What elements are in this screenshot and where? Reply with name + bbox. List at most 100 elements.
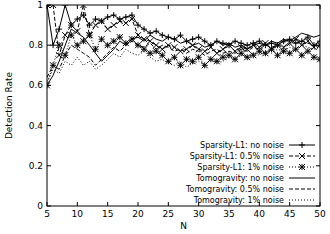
data-point — [299, 52, 305, 58]
data-point — [317, 56, 320, 62]
data-point — [99, 18, 105, 24]
x-tick — [138, 5, 139, 9]
data-point — [141, 26, 147, 32]
legend-label: Sparsity-L1: 1% noise — [197, 163, 284, 172]
data-point — [202, 38, 208, 44]
series-line — [47, 45, 320, 81]
y-axis-label: Detection Rate — [4, 71, 14, 139]
data-point — [190, 36, 196, 42]
y-tick — [316, 85, 320, 86]
data-point — [311, 54, 317, 60]
x-tick — [168, 202, 169, 206]
y-tick — [316, 165, 320, 166]
x-tick — [198, 5, 199, 9]
data-point — [305, 48, 311, 54]
x-tick-label: 25 — [163, 209, 174, 219]
x-tick-label: 5 — [44, 209, 50, 219]
x-tick — [77, 202, 78, 206]
legend-marker — [299, 153, 305, 159]
x-tick-label: 50 — [314, 209, 326, 219]
data-point — [111, 12, 117, 18]
data-point — [105, 14, 111, 20]
data-point — [105, 26, 111, 32]
data-point — [56, 26, 62, 32]
x-tick-label: 30 — [193, 209, 205, 219]
y-tick — [316, 125, 320, 126]
y-tick-label: 0.2 — [29, 161, 43, 171]
legend-marker — [299, 142, 305, 148]
y-tick-label: 0.4 — [29, 121, 44, 131]
legend-swatch — [289, 178, 315, 179]
y-tick-label: 1 — [37, 0, 43, 10]
x-tick-label: 40 — [254, 209, 266, 219]
x-tick-label: 45 — [284, 209, 295, 219]
data-point — [117, 34, 123, 40]
y-tick — [47, 125, 51, 126]
data-point — [232, 56, 238, 62]
x-tick — [259, 5, 260, 9]
data-point — [244, 54, 250, 60]
legend-swatch — [289, 189, 315, 190]
x-tick — [77, 5, 78, 9]
data-point — [281, 48, 287, 54]
data-point — [299, 42, 305, 48]
data-point — [177, 62, 183, 68]
data-point — [250, 52, 256, 58]
plot-area — [47, 5, 320, 88]
series-line — [47, 39, 320, 77]
chart: 00.20.40.60.815101520253035404550Detecti… — [0, 0, 330, 234]
legend-label: Sparsity-L1: 0.5% noise — [190, 152, 284, 161]
data-point — [177, 48, 183, 54]
x-tick — [107, 202, 108, 206]
data-point — [202, 62, 208, 68]
data-point — [171, 54, 177, 60]
legend: Sparsity-L1: no noise Sparsity-L1: 0.5% n… — [185, 141, 315, 205]
data-point — [159, 52, 165, 58]
plot-frame — [47, 5, 320, 206]
data-point — [184, 56, 190, 62]
data-point — [93, 22, 99, 28]
data-point — [256, 48, 262, 54]
x-tick-label: 35 — [223, 209, 234, 219]
data-point — [50, 42, 56, 48]
data-point — [47, 5, 50, 8]
legend-swatch — [289, 200, 315, 201]
y-tick-label: 0.6 — [29, 80, 44, 90]
legend-marker — [299, 164, 305, 170]
legend-label: Tomogravity: 0.5% noise — [185, 185, 284, 194]
x-tick — [138, 202, 139, 206]
data-point — [196, 54, 202, 60]
data-point — [50, 5, 56, 8]
data-point — [80, 5, 86, 8]
x-tick — [107, 5, 108, 9]
data-point — [232, 38, 238, 44]
data-point — [62, 5, 68, 8]
data-point — [220, 54, 226, 60]
data-point — [68, 22, 74, 28]
data-point — [93, 46, 99, 52]
data-point — [56, 42, 62, 48]
data-point — [105, 42, 111, 48]
data-point — [147, 38, 153, 44]
data-point — [262, 50, 268, 56]
data-point — [196, 34, 202, 40]
data-point — [111, 38, 117, 44]
x-tick — [289, 202, 290, 206]
x-tick-label: 20 — [132, 209, 144, 219]
x-tick-label: 10 — [72, 209, 84, 219]
legend-label: Tomogravity: no noise — [195, 174, 284, 183]
data-point — [129, 16, 135, 22]
series-line — [47, 5, 320, 55]
data-point — [99, 36, 105, 42]
data-point — [68, 22, 74, 28]
x-tick — [289, 5, 290, 9]
data-point — [275, 52, 281, 58]
y-tick-label: 0.8 — [29, 40, 44, 50]
data-point — [190, 58, 196, 64]
data-point — [135, 22, 141, 28]
legend-label: Sparsity-L1: no noise — [200, 141, 284, 150]
series-line — [47, 29, 320, 85]
legend-label: Tomogravity: 1% noise — [193, 196, 284, 205]
data-point — [153, 42, 159, 48]
data-point — [159, 32, 165, 38]
